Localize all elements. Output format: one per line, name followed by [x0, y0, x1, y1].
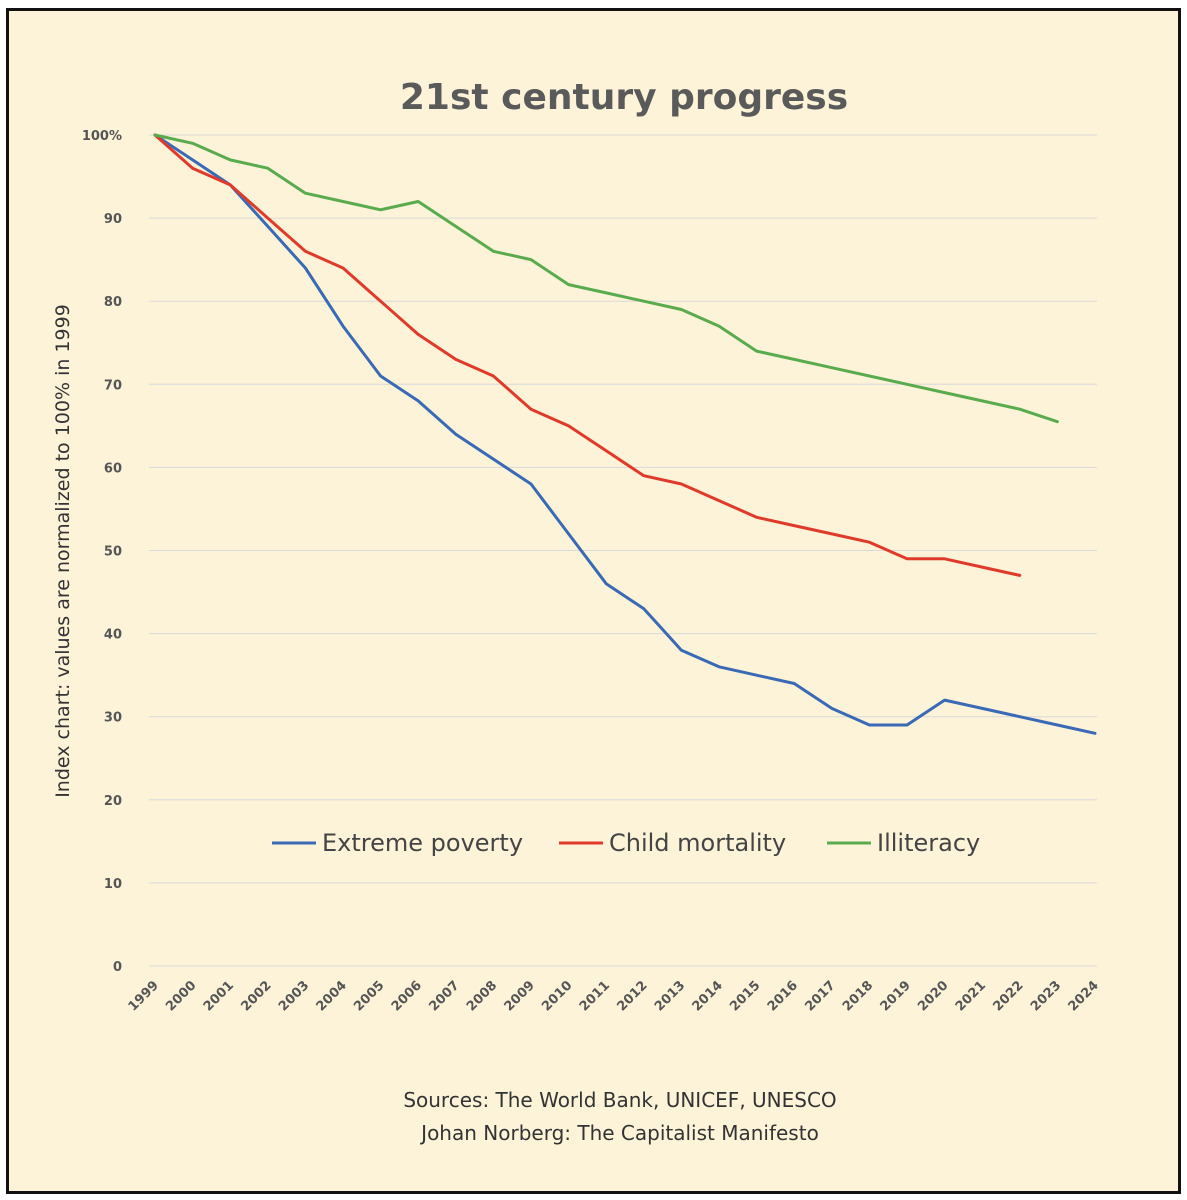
series-line-extreme-poverty: [153, 133, 1097, 735]
x-tick-label: 2005: [351, 978, 387, 1014]
y-tick-label: 100%: [82, 129, 122, 144]
x-tick-label: 2022: [990, 978, 1026, 1014]
x-tick-label: 2021: [953, 978, 989, 1014]
y-tick-label: 90: [104, 212, 122, 227]
x-tick-label: 2014: [690, 978, 726, 1014]
x-tick-label: 2010: [539, 978, 575, 1014]
series-line-child-mortality: [153, 133, 1022, 577]
chart-title: 21st century progress: [400, 77, 848, 118]
x-tick-label: 2007: [426, 978, 462, 1014]
y-axis-label: Index chart: values are normalized to 10…: [52, 304, 74, 798]
x-tick-label: 2019: [878, 978, 914, 1014]
x-tick-label: 1999: [126, 978, 162, 1014]
x-tick-label: 2006: [389, 978, 425, 1014]
y-tick-label: 60: [104, 461, 122, 476]
line-chart: 21st century progress 0 10 20 30 40 50 60 70 80 9…: [52, 77, 1102, 1145]
chart-frame: 21st century progress 0 10 20 30 40 50 60 70 80 9…: [6, 8, 1181, 1194]
gridlines: [149, 134, 1097, 967]
x-tick-label: 2015: [727, 978, 763, 1014]
series-line-illiteracy: [153, 133, 1059, 424]
x-tick-label: 2013: [652, 978, 688, 1014]
x-tick-label: 2004: [314, 978, 350, 1014]
y-tick-label: 50: [104, 545, 122, 560]
x-tick-label: 2000: [163, 978, 199, 1014]
x-tick-label: 2003: [276, 978, 312, 1014]
y-tick-label: 70: [104, 378, 122, 393]
x-axis-ticks: 1999 2000 2001 2002 2003 2004 2005 2006 2007 2008…: [126, 978, 1102, 1014]
x-tick-label: 2018: [840, 978, 876, 1014]
series-lines: [153, 133, 1097, 735]
x-tick-label: 2016: [765, 978, 801, 1014]
legend-label-extreme-poverty: Extreme poverty: [322, 829, 523, 857]
legend: Extreme poverty Child mortality Illiteracy: [272, 829, 980, 857]
x-tick-label: 2024: [1066, 978, 1102, 1014]
y-tick-label: 40: [104, 628, 122, 643]
x-tick-label: 2002: [238, 978, 274, 1014]
y-tick-label: 0: [113, 960, 122, 975]
y-tick-label: 20: [104, 794, 122, 809]
x-tick-label: 2020: [915, 978, 951, 1014]
x-tick-label: 2008: [464, 978, 500, 1014]
source-line-1: Sources: The World Bank, UNICEF, UNESCO: [403, 1088, 836, 1112]
x-tick-label: 2017: [802, 978, 838, 1014]
x-tick-label: 2012: [614, 978, 650, 1014]
x-tick-label: 2011: [577, 978, 613, 1014]
x-tick-label: 2023: [1028, 978, 1064, 1014]
x-tick-label: 2009: [502, 978, 538, 1014]
legend-label-child-mortality: Child mortality: [609, 829, 786, 857]
y-tick-label: 10: [104, 877, 122, 892]
source-line-2: Johan Norberg: The Capitalist Manifesto: [419, 1121, 819, 1145]
y-tick-label: 30: [104, 711, 122, 726]
y-tick-label: 80: [104, 295, 122, 310]
y-axis-ticks: 0 10 20 30 40 50 60 70 80 90 100%: [82, 129, 122, 975]
x-tick-label: 2001: [201, 978, 237, 1014]
legend-label-illiteracy: Illiteracy: [877, 829, 980, 857]
